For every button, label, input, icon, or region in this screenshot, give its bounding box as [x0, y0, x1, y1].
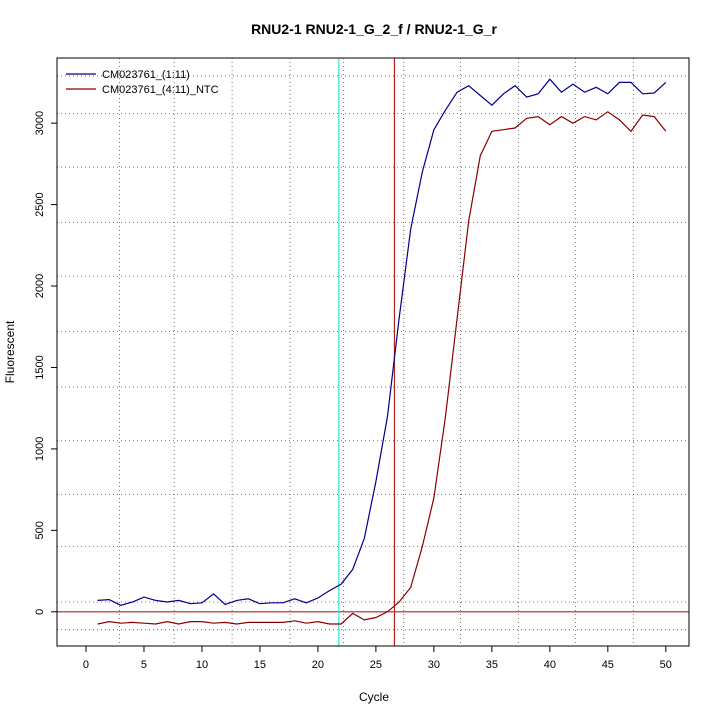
y-tick-label: 1000 — [34, 437, 46, 461]
x-tick-label: 25 — [370, 659, 382, 671]
y-tick-label: 500 — [34, 521, 46, 539]
threshold-layer — [57, 58, 689, 646]
legend-label: CM023761_(1:11) — [102, 69, 190, 81]
x-axis: 0 5 10 15 20 25 30 35 40 45 50 — [83, 645, 672, 671]
x-tick-label: 45 — [602, 659, 614, 671]
x-tick-label: 40 — [544, 659, 556, 671]
y-tick-label: 3000 — [34, 111, 46, 135]
series-layer — [97, 78, 667, 625]
x-tick-label: 0 — [83, 659, 89, 671]
x-tick-label: 15 — [254, 659, 266, 671]
y-axis-label: Fluorescent — [3, 320, 17, 383]
x-tick-label: 30 — [428, 659, 440, 671]
series-line — [97, 111, 667, 625]
y-tick-label: 2000 — [34, 274, 46, 298]
y-axis: 0 500 1000 1500 2000 2500 3000 — [34, 111, 58, 615]
y-tick-label: 1500 — [34, 355, 46, 379]
series-line — [97, 78, 667, 606]
x-tick-label: 50 — [660, 659, 672, 671]
x-tick-label: 10 — [196, 659, 208, 671]
legend: CM023761_(1:11) CM023761_(4:11)_NTC — [66, 69, 219, 96]
y-tick-label: 2500 — [34, 192, 46, 216]
x-tick-label: 35 — [486, 659, 498, 671]
chart-title: RNU2-1 RNU2-1_G_2_f / RNU2-1_G_r — [251, 21, 497, 37]
legend-label: CM023761_(4:11)_NTC — [102, 84, 219, 96]
x-axis-label: Cycle — [359, 690, 389, 704]
x-tick-label: 20 — [312, 659, 324, 671]
y-tick-label: 0 — [34, 609, 46, 615]
x-tick-label: 5 — [141, 659, 147, 671]
